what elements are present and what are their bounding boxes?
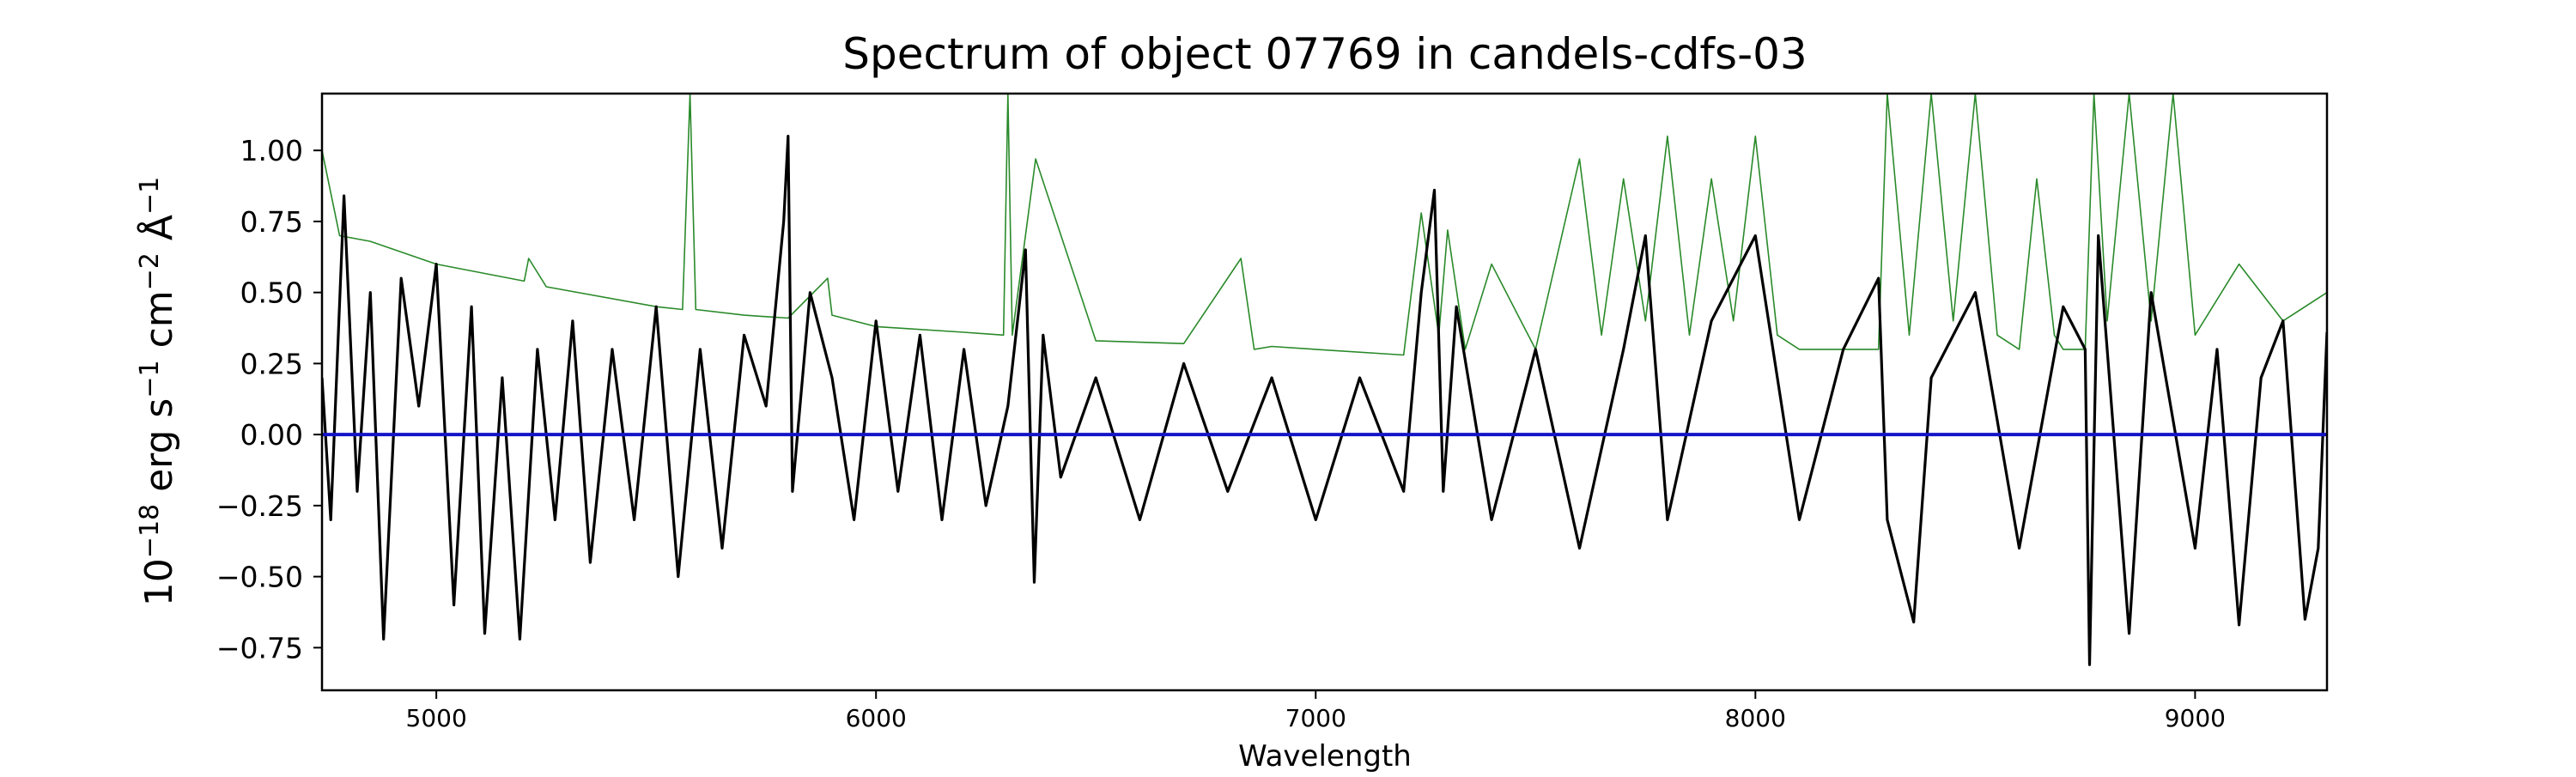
y-tick-label: 0.25	[240, 347, 303, 380]
chart-title: Spectrum of object 07769 in candels-cdfs…	[842, 29, 1807, 79]
y-label-base: 10	[137, 558, 181, 606]
x-axis-label: Wavelength	[1238, 739, 1412, 773]
y-label-part1: erg s	[137, 398, 181, 504]
y-label-exp2: −1	[135, 360, 165, 398]
series-line-flux	[322, 135, 2327, 666]
y-label-exp3: −2	[135, 252, 165, 290]
x-tick-label: 5000	[406, 704, 467, 732]
x-tick-label: 8000	[1725, 704, 1786, 732]
y-axis: 1.00 0.75 0.50 0.25 0.00 −0.25 −0.50 −0.75	[216, 134, 322, 665]
plot-area	[320, 92, 2329, 692]
series-layer	[322, 94, 2327, 666]
y-axis-label: 10−18 erg s−1 cm−2 Å−1	[135, 177, 181, 606]
x-tick-label: 9000	[2165, 704, 2226, 732]
y-tick-label: 0.75	[240, 205, 303, 239]
plot-frame	[320, 92, 2329, 692]
x-axis: 5000 6000 7000 8000 9000	[406, 690, 2226, 732]
y-label-exp4: −1	[135, 177, 165, 215]
y-label-part3: Å	[136, 215, 181, 252]
y-tick-label: 1.00	[240, 134, 303, 167]
y-tick-label: 0.00	[240, 418, 303, 452]
y-tick-label: 0.50	[240, 276, 303, 310]
y-tick-label: −0.50	[216, 561, 303, 594]
x-tick-label: 7000	[1285, 704, 1346, 732]
y-tick-label: −0.75	[216, 631, 303, 665]
y-tick-label: −0.25	[216, 489, 303, 523]
y-label-exp1: −18	[135, 504, 165, 558]
y-label-part2: cm	[137, 290, 181, 360]
x-tick-label: 6000	[846, 704, 907, 732]
